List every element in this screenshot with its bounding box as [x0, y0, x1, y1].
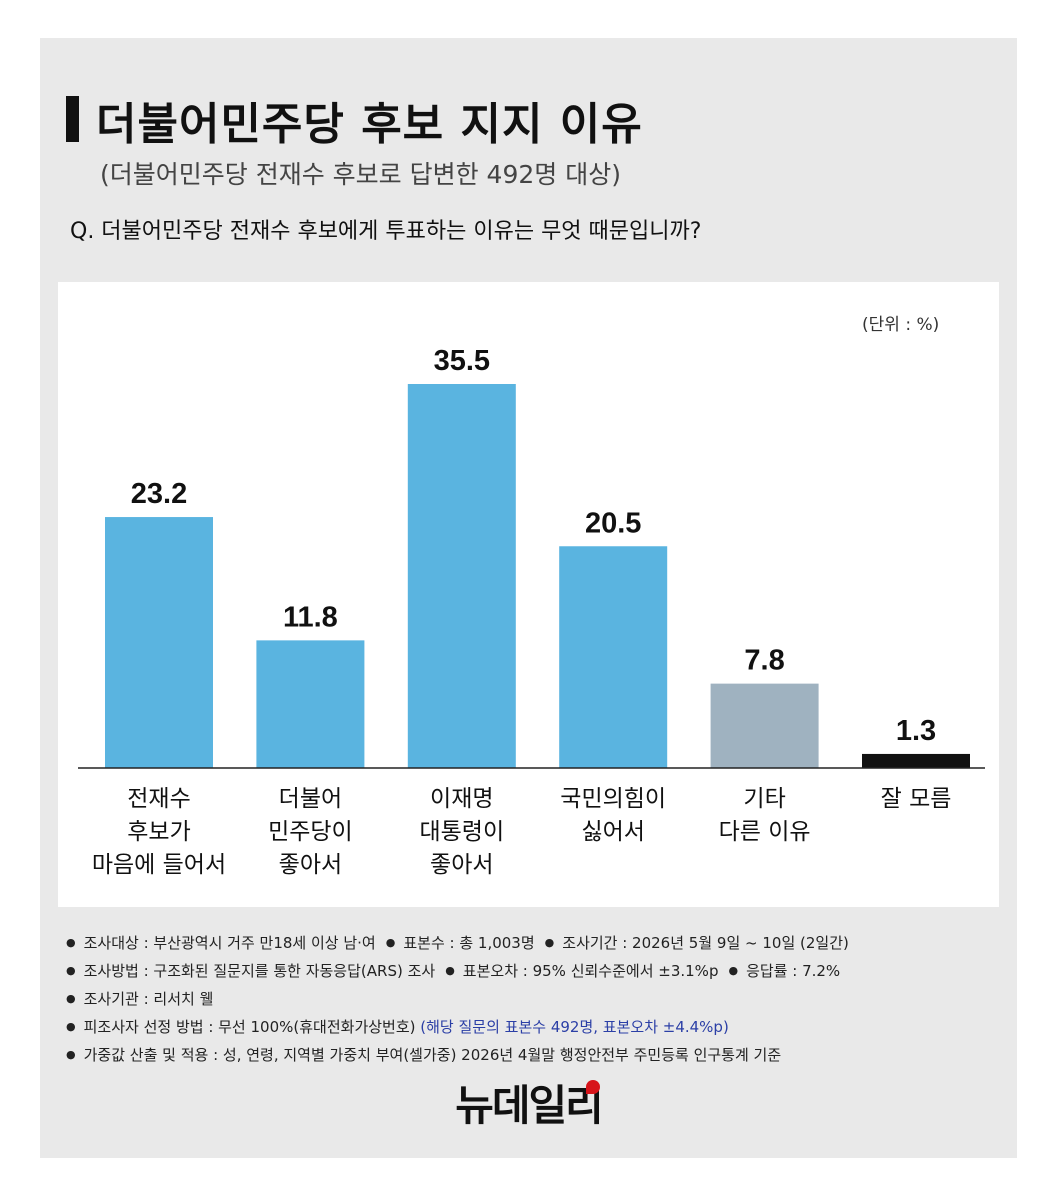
note-line: ● 조사대상 : 부산광역시 거주 만18세 이상 남·여 ● 표본수 : 총 1,0…	[66, 930, 1006, 958]
note-line: ● 조사기관 : 리서치 웰	[66, 986, 1006, 1014]
newspaper-logo: 뉴데일리	[455, 1081, 604, 1130]
note-item: ● 응답률 : 7.2%	[728, 962, 840, 980]
note-item: ● 조사방법 : 구조화된 질문지를 통한 자동응답(ARS) 조사	[66, 962, 435, 980]
category-label-5: 다른 이유	[719, 819, 811, 845]
bar-5	[710, 683, 819, 768]
note-line: ● 피조사자 선정 방법 : 무선 100%(휴대전화가상번호) (해당 질문의 …	[66, 1014, 1006, 1042]
note-item: ● 조사기간 : 2026년 5월 9일 ~ 10일 (2일간)	[545, 934, 849, 952]
note-line: ● 조사방법 : 구조화된 질문지를 통한 자동응답(ARS) 조사 ● 표본오차 :…	[66, 958, 1006, 986]
note-text: 가중값 산출 및 적용 : 성, 연령, 지역별 가중치 부여(셀가중) 202…	[83, 1046, 782, 1064]
category-label-2: 좋아서	[279, 852, 342, 878]
note-text: 조사기관 : 리서치 웰	[83, 990, 214, 1008]
value-label-4: 20.5	[585, 507, 641, 539]
category-label-3: 이재명	[430, 786, 493, 812]
bar-1	[105, 517, 213, 768]
category-label-4: 국민의힘이	[560, 786, 666, 812]
value-label-2: 11.8	[283, 601, 338, 633]
note-item: ● 조사기관 : 리서치 웰	[66, 990, 213, 1008]
category-label-3: 좋아서	[430, 852, 493, 878]
value-label-3: 35.5	[434, 345, 490, 377]
survey-question: Q. 더불어민주당 전재수 후보에게 투표하는 이유는 무엇 때문입니까?	[70, 219, 702, 244]
category-label-3: 대통령이	[419, 819, 504, 845]
value-label-5: 7.8	[744, 645, 784, 677]
note-item: ● 조사대상 : 부산광역시 거주 만18세 이상 남·여	[66, 934, 376, 952]
category-label-1: 전재수	[127, 786, 190, 812]
bullet-icon: ●	[385, 936, 396, 949]
bar-4	[559, 546, 668, 768]
bar-6	[862, 753, 970, 768]
note-text: 표본오차 : 95% 신뢰수준에서 ±3.1%p	[462, 962, 719, 980]
logo-accent-icon	[586, 1080, 600, 1094]
bullet-icon: ●	[445, 964, 455, 977]
chart-panel	[58, 282, 999, 907]
category-label-2: 민주당이	[268, 819, 353, 845]
bar-2	[256, 640, 365, 768]
page-title: 더불어민주당 후보 지지 이유	[96, 99, 643, 150]
note-text: 응답률 : 7.2%	[746, 962, 841, 980]
note-item: ● 표본수 : 총 1,003명	[386, 934, 535, 952]
bullet-icon: ●	[66, 936, 76, 949]
category-label-5: 기타	[743, 786, 785, 812]
bullet-icon: ●	[728, 964, 739, 977]
title-marker	[66, 96, 79, 142]
note-item: ● 피조사자 선정 방법 : 무선 100%(휴대전화가상번호) (해당 질문의 …	[66, 1018, 729, 1036]
note-highlight: (해당 질문의 표본수 492명, 표본오차 ±4.4%p)	[415, 1018, 729, 1036]
value-label-6: 1.3	[896, 715, 936, 747]
category-label-2: 더불어	[279, 786, 342, 812]
subtitle: (더불어민주당 전재수 후보로 답변한 492명 대상)	[100, 160, 621, 189]
value-label-1: 23.2	[131, 478, 187, 510]
bullet-icon: ●	[66, 1020, 76, 1033]
note-item: ● 표본오차 : 95% 신뢰수준에서 ±3.1%p	[445, 962, 718, 980]
category-label-4: 싫어서	[581, 819, 644, 845]
survey-notes: ● 조사대상 : 부산광역시 거주 만18세 이상 남·여 ● 표본수 : 총 1,0…	[66, 930, 1006, 1070]
note-item: ● 가중값 산출 및 적용 : 성, 연령, 지역별 가중치 부여(셀가중) 20…	[66, 1046, 781, 1064]
unit-label: (단위 : %)	[862, 315, 940, 335]
category-label-1: 마음에 들어서	[92, 852, 226, 878]
note-text: 조사대상 : 부산광역시 거주 만18세 이상 남·여	[83, 934, 376, 952]
bullet-icon: ●	[66, 992, 76, 1005]
bar-3	[407, 384, 516, 768]
category-label-1: 후보가	[127, 819, 190, 845]
note-text: 표본수 : 총 1,003명	[403, 934, 535, 952]
bullet-icon: ●	[66, 964, 76, 977]
category-label-6: 잘 모름	[881, 786, 952, 812]
note-text: 조사방법 : 구조화된 질문지를 통한 자동응답(ARS) 조사	[83, 962, 436, 980]
note-line: ● 가중값 산출 및 적용 : 성, 연령, 지역별 가중치 부여(셀가중) 20…	[66, 1042, 1006, 1070]
bullet-icon: ●	[544, 936, 555, 949]
note-text: 피조사자 선정 방법 : 무선 100%(휴대전화가상번호)	[83, 1018, 416, 1036]
bullet-icon: ●	[66, 1048, 76, 1061]
note-text: 조사기간 : 2026년 5월 9일 ~ 10일 (2일간)	[562, 934, 849, 952]
